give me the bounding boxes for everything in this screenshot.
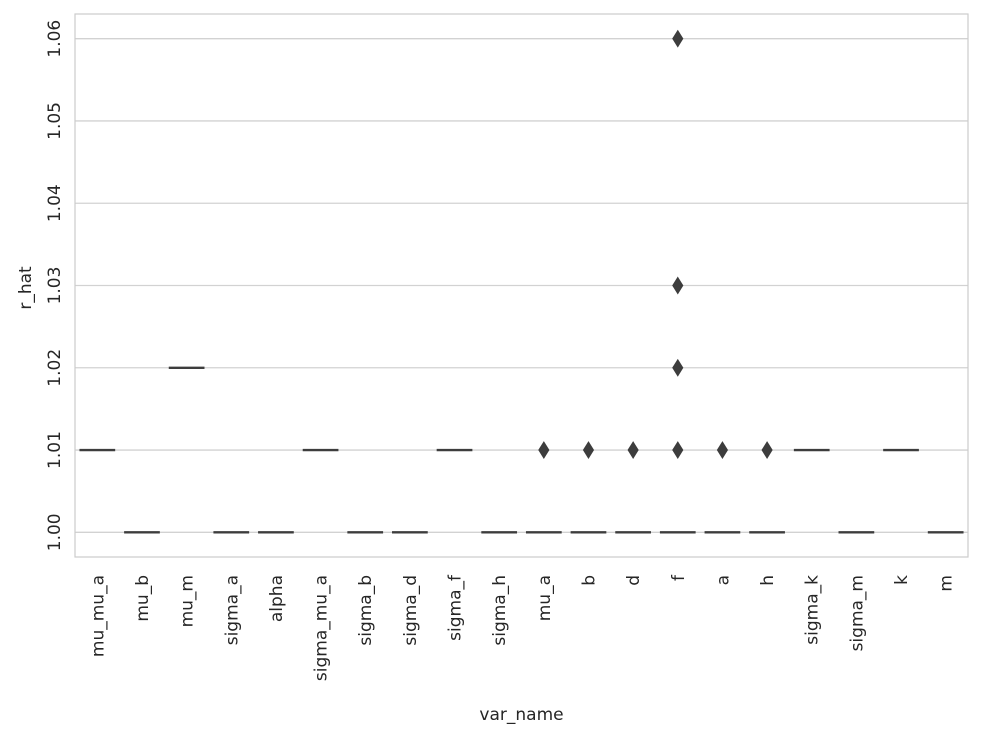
- y-tick-label: 1.06: [45, 20, 65, 58]
- x-tick-label: sigma_b: [356, 575, 376, 646]
- outlier-point: [672, 276, 684, 295]
- x-tick-label: sigma_f: [446, 574, 466, 641]
- x-tick-label: k: [892, 575, 912, 585]
- x-tick-label: m: [937, 575, 957, 592]
- x-tick-label: sigma_m: [847, 575, 867, 651]
- x-tick-label: mu_m: [178, 575, 198, 627]
- x-tick-label: h: [758, 575, 778, 586]
- x-tick-label: d: [624, 575, 644, 586]
- outlier-point: [672, 29, 684, 48]
- y-tick-label: 1.05: [45, 102, 65, 140]
- y-axis-label: r_hat: [16, 266, 36, 310]
- x-axis-label: var_name: [479, 705, 563, 725]
- y-tick-label: 1.02: [45, 349, 65, 387]
- x-tick-label: a: [713, 575, 733, 585]
- plot-frame: [74, 13, 969, 558]
- outlier-point: [538, 441, 550, 459]
- outliers: [538, 29, 773, 459]
- y-tick-label: 1.03: [45, 267, 65, 305]
- x-tick-label: mu_a: [535, 575, 555, 621]
- outlier-point: [672, 441, 684, 459]
- y-tick-label: 1.00: [45, 513, 65, 551]
- outlier-point: [582, 441, 595, 459]
- outlier-point: [761, 441, 773, 459]
- boxes: [79, 366, 964, 534]
- outlier-point: [627, 441, 639, 459]
- outlier-point: [716, 441, 729, 459]
- x-tick-label: sigma_h: [490, 575, 510, 646]
- x-tick-label: sigma_a: [222, 575, 242, 645]
- x-tick-label: f: [669, 574, 689, 581]
- x-tick-labels: mu_mu_a mu_b mu_m sigma_a alpha sigma_mu_a sig…: [88, 574, 956, 681]
- y-tick-label: 1.01: [45, 431, 65, 469]
- x-tick-label: mu_mu_a: [88, 575, 108, 657]
- x-tick-label: mu_b: [133, 575, 153, 622]
- x-tick-label: b: [579, 575, 599, 586]
- y-tick-label: 1.04: [45, 184, 65, 222]
- outlier-point: [672, 358, 684, 377]
- y-tick-labels: 1.00 1.01 1.02 1.03 1.04 1.05 1.06: [45, 20, 65, 551]
- x-tick-label: sigma_d: [401, 575, 421, 646]
- x-tick-label: sigma_k: [803, 575, 823, 645]
- x-tick-label: sigma_mu_a: [312, 575, 332, 681]
- x-tick-label: alpha: [267, 575, 287, 622]
